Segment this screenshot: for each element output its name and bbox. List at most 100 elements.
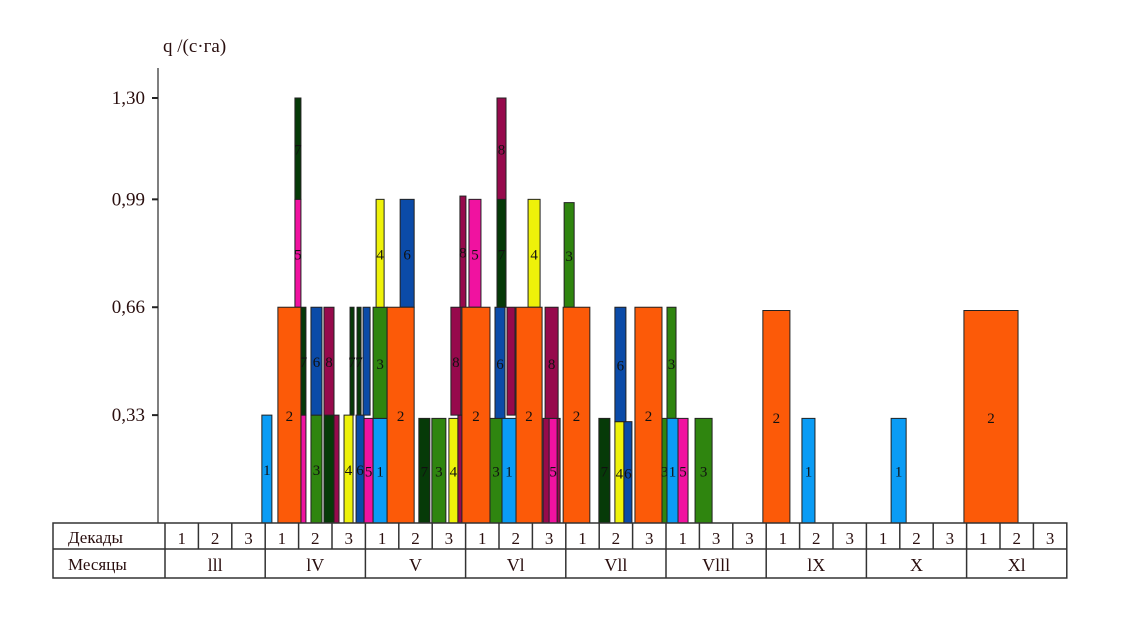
bar-crop-6 [362, 306, 371, 416]
bar-label: 3 [435, 465, 443, 481]
bar-crop-8 [450, 306, 462, 416]
bar-crop-8 [544, 306, 559, 419]
bar-label: 4 [616, 466, 624, 482]
bar-label: 5 [679, 465, 687, 481]
bar-label: 8 [452, 355, 460, 371]
bar-label: 5 [365, 465, 373, 481]
bar-crop-5 [300, 414, 307, 524]
decade-label: 3 [545, 529, 554, 548]
decade-label: 2 [812, 529, 821, 548]
decade-label: 1 [879, 529, 888, 548]
decade-label: 3 [244, 529, 253, 548]
bar-crop-4 [375, 198, 385, 308]
bar-label: 5 [471, 247, 479, 263]
bar-crop-2 [461, 306, 491, 524]
y-tick-label: 0,66 [112, 297, 145, 318]
y-ticks: 0,33 0,66 0,99 1,30 [112, 88, 158, 426]
bar-label: 1 [895, 465, 903, 481]
bar-label: 6 [313, 355, 321, 371]
decade-label: 3 [445, 529, 454, 548]
decade-label: 3 [845, 529, 854, 548]
month-label: lll [208, 555, 223, 575]
bar-label: 7 [421, 465, 429, 481]
y-tick-label: 0,99 [112, 189, 145, 210]
decade-label: 1 [779, 529, 788, 548]
bar-label: 8 [459, 246, 467, 262]
bar-label: 4 [345, 463, 353, 479]
bar-label: 5 [294, 247, 302, 263]
decade-label: 1 [177, 529, 186, 548]
decade-label: 1 [278, 529, 287, 548]
bar-crop-8 [323, 306, 335, 416]
y-tick-label: 1,30 [112, 88, 145, 109]
month-label: Xl [1008, 555, 1026, 575]
bar-label: 2 [525, 409, 533, 425]
bar-label: 1 [505, 465, 513, 481]
decade-label: 2 [411, 529, 420, 548]
bar-label: 2 [645, 409, 653, 425]
decade-label: 1 [678, 529, 687, 548]
bar-label: 6 [496, 357, 504, 373]
decade-label: 1 [478, 529, 487, 548]
bar-crop-7 [294, 97, 302, 200]
decade-label: 3 [1046, 529, 1055, 548]
bar-label: 1 [263, 463, 271, 479]
bar-label: 6 [356, 463, 364, 479]
months-row-label: Месяцы [68, 555, 127, 574]
bar-crop-8 [496, 97, 507, 200]
bar-crop-8 [333, 414, 340, 524]
decade-label: 2 [511, 529, 520, 548]
month-label: lV [306, 555, 324, 575]
month-label: Vl [507, 555, 525, 575]
bar-crop-2 [634, 306, 663, 524]
decade-label: 1 [979, 529, 988, 548]
decade-label: 2 [1012, 529, 1021, 548]
bar-crop-6 [614, 306, 627, 423]
bar-label: 2 [987, 411, 995, 427]
bar-crop-7 [323, 414, 335, 524]
bar-label: 3 [565, 249, 573, 265]
bar-label: 4 [450, 465, 458, 481]
bar-label: 3 [313, 463, 321, 479]
decade-label: 3 [946, 529, 955, 548]
y-tick-label: 0,33 [112, 405, 145, 426]
bar-label: 2 [773, 411, 781, 427]
bar-label: 1 [669, 465, 677, 481]
bar-crop-2 [562, 306, 591, 524]
bar-label: 4 [376, 247, 384, 263]
decade-label: 1 [378, 529, 387, 548]
bar-label: 3 [376, 357, 384, 373]
bar-label: 5 [549, 465, 557, 481]
bar-label: 7 [498, 247, 506, 263]
month-label: lX [807, 555, 825, 575]
decade-label: 3 [712, 529, 721, 548]
bar-label: 4 [530, 247, 538, 263]
month-label: X [910, 555, 923, 575]
y-axis-label: q /(с·га) [163, 36, 226, 57]
bar-label: 7 [601, 465, 609, 481]
bar-label: 7 [300, 355, 308, 371]
bar-label: 6 [403, 247, 411, 263]
bar-label: 3 [668, 357, 676, 373]
bar-label: 7 [294, 143, 302, 159]
bar-label: 3 [492, 465, 500, 481]
bar-label: 2 [573, 409, 581, 425]
decade-label: 3 [344, 529, 353, 548]
month-label: Vlll [702, 555, 730, 575]
bar-label: 2 [472, 409, 480, 425]
bar-crop-2 [515, 306, 543, 524]
bar-label: 3 [700, 465, 708, 481]
decade-label: 3 [745, 529, 754, 548]
bar-label: 8 [498, 143, 506, 159]
table-border [52, 522, 1068, 579]
decade-label: 3 [645, 529, 654, 548]
bar-label: 6 [617, 358, 625, 374]
bar-label: 7 [348, 355, 356, 371]
decades-row-label: Декады [68, 528, 124, 547]
decade-label: 2 [612, 529, 621, 548]
bar-label: 1 [376, 465, 384, 481]
bar-label: 7 [355, 355, 363, 371]
bar-label: 8 [325, 355, 333, 371]
month-label: V [409, 555, 422, 575]
